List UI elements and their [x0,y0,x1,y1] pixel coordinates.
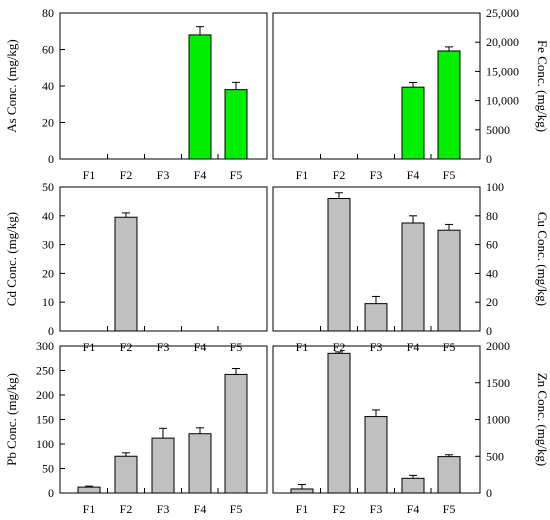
x-tick-label-pb-f3: F3 [157,502,170,516]
y-tick-label-cd-0: 0 [48,324,54,338]
bar-pb-f5 [224,373,248,494]
y-tick-label-fe-1: 5000 [486,123,510,137]
y-tick-label-cu-0: 0 [486,324,492,338]
bar-cd-f2 [114,216,138,332]
y-tick-label-pb-4: 200 [36,388,54,402]
x-tick-label-cu-f3: F3 [370,340,383,354]
x-tick-label-cu-f4: F4 [407,340,420,354]
bar-cu-f5 [437,229,461,332]
y-axis-title-cd: Cd Conc. (mg/kg) [4,212,19,306]
y-tick-label-as-1: 20 [42,116,54,130]
x-tick-label-as-f5: F5 [230,168,243,182]
x-tick-label-zn-f1: F1 [296,502,309,516]
x-tick-label-cd-f3: F3 [157,340,170,354]
y-axis-title-pb: Pb Conc. (mg/kg) [4,373,19,466]
y-tick-label-cu-3: 60 [486,238,498,252]
y-tick-label-cd-1: 10 [42,295,54,309]
y-axis-title-zn: Zn Conc. (mg/kg) [535,373,550,467]
bar-zn-f5 [437,456,461,494]
x-tick-label-cu-f5: F5 [443,340,456,354]
x-tick-label-pb-f2: F2 [120,502,133,516]
bar-fe-f4 [401,86,425,160]
x-tick-label-fe-f2: F2 [333,168,346,182]
bar-pb-f2 [114,455,138,494]
bar-pb-f3 [151,437,175,494]
y-tick-label-cd-3: 30 [42,238,54,252]
y-tick-label-pb-5: 250 [36,364,54,378]
y-tick-label-zn-0: 0 [486,486,492,500]
y-tick-label-pb-3: 150 [36,413,54,427]
y-tick-label-fe-0: 0 [486,152,492,166]
plot-frame-cd [59,186,268,332]
x-tick-label-as-f1: F1 [83,168,96,182]
bar-zn-f3 [364,416,388,494]
x-tick-label-cd-f5: F5 [230,340,243,354]
x-tick-label-as-f3: F3 [157,168,170,182]
y-tick-label-pb-0: 0 [48,486,54,500]
x-tick-label-cd-f2: F2 [120,340,133,354]
x-tick-label-pb-f5: F5 [230,502,243,516]
bar-pb-f1 [77,486,101,494]
x-tick-label-cu-f2: F2 [333,340,346,354]
x-tick-label-zn-f2: F2 [333,502,346,516]
y-tick-label-zn-2: 1000 [486,413,510,427]
y-tick-label-zn-1: 500 [486,449,504,463]
y-axis-title-cu: Cu Conc. (mg/kg) [535,212,550,306]
x-tick-label-pb-f1: F1 [83,502,96,516]
bar-zn-f2 [327,352,351,494]
y-tick-label-fe-4: 20,000 [486,35,519,49]
y-tick-label-cd-5: 50 [42,180,54,194]
x-tick-label-fe-f4: F4 [407,168,420,182]
y-tick-label-as-2: 40 [42,79,54,93]
y-tick-label-as-3: 60 [42,43,54,57]
x-tick-label-zn-f4: F4 [407,502,420,516]
bar-fe-f5 [437,50,461,160]
x-tick-label-pb-f4: F4 [194,502,207,516]
bar-pb-f4 [188,433,212,494]
bar-zn-f4 [401,477,425,494]
y-tick-label-cu-2: 40 [486,266,498,280]
bar-cu-f3 [364,303,388,332]
x-tick-label-cd-f4: F4 [194,340,207,354]
y-tick-label-cd-2: 20 [42,266,54,280]
x-tick-label-zn-f3: F3 [370,502,383,516]
x-tick-label-fe-f5: F5 [443,168,456,182]
y-tick-label-pb-2: 100 [36,437,54,451]
y-tick-label-pb-1: 50 [42,462,54,476]
x-tick-label-as-f2: F2 [120,168,133,182]
y-tick-label-cu-4: 80 [486,209,498,223]
y-tick-label-cd-4: 40 [42,209,54,223]
bar-cu-f4 [401,222,425,332]
y-tick-label-cu-1: 20 [486,295,498,309]
y-axis-title-fe: Fe Conc. (mg/kg) [535,40,550,132]
y-tick-label-as-4: 80 [42,6,54,20]
y-tick-label-as-0: 0 [48,152,54,166]
x-tick-label-fe-f3: F3 [370,168,383,182]
bar-as-f5 [224,89,248,160]
y-tick-label-cu-5: 100 [486,180,504,194]
plot-frame-fe [272,12,481,160]
bar-zn-f1 [290,488,314,494]
y-tick-label-fe-3: 15,000 [486,64,519,78]
bar-as-f4 [188,34,212,160]
y-tick-label-fe-2: 10,000 [486,94,519,108]
x-tick-label-as-f4: F4 [194,168,207,182]
bar-cu-f2 [327,198,351,332]
y-tick-label-zn-4: 2000 [486,339,510,353]
x-tick-label-fe-f1: F1 [296,168,309,182]
y-tick-label-fe-5: 25,000 [486,6,519,20]
y-tick-label-zn-3: 1500 [486,376,510,390]
y-axis-title-as: As Conc. (mg/kg) [4,39,19,133]
y-tick-label-pb-6: 300 [36,339,54,353]
x-tick-label-cd-f1: F1 [83,340,96,354]
x-tick-label-zn-f5: F5 [443,502,456,516]
x-tick-label-cu-f1: F1 [296,340,309,354]
